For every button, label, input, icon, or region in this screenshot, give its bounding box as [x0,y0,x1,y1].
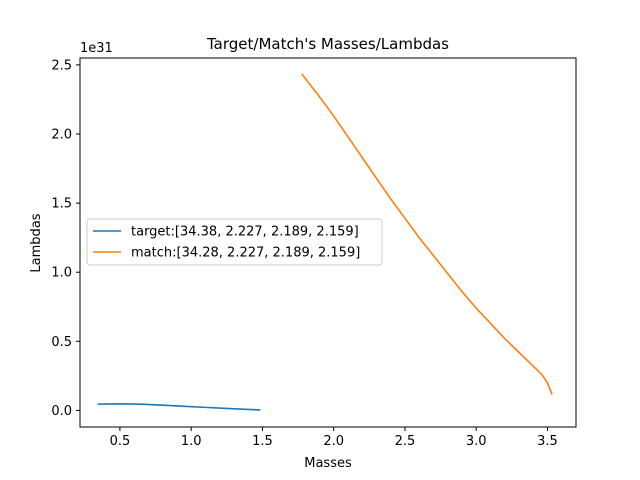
legend-label-1: match:[34.28, 2.227, 2.189, 2.159] [131,246,360,261]
x-tick-label: 3.0 [466,434,487,449]
plot-frame [79,57,577,428]
legend-box [86,218,383,266]
chart-title: Target/Match's Masses/Lambdas [206,35,449,53]
x-tick-label: 0.5 [110,434,131,449]
series-line-1 [301,73,553,395]
y-tick-label: 2.5 [51,58,72,73]
x-tick-label: 3.5 [537,434,558,449]
y-offset-label: 1e31 [80,41,113,56]
y-tick-label: 2.0 [51,128,72,143]
x-tick-label: 2.0 [323,434,344,449]
y-axis-label: Lambdas [29,213,44,272]
x-axis: 0.5 1.0 1.5 2.0 2.5 3.0 3.5 [110,427,558,449]
y-tick-label: 0.5 [51,335,72,350]
y-axis: 0.0 0.5 1.0 1.5 2.0 2.5 [51,58,80,419]
y-tick-label: 0.0 [51,404,72,419]
plot-area [97,73,553,411]
legend-label-0: target:[34.38, 2.227, 2.189, 2.159] [131,225,359,240]
x-tick-label: 1.0 [181,434,202,449]
x-tick-label: 2.5 [395,434,416,449]
x-axis-label: Masses [304,456,352,471]
y-tick-label: 1.5 [51,197,72,212]
legend: target:[34.38, 2.227, 2.189, 2.159] match… [86,218,383,266]
series-line-0 [97,402,261,411]
y-tick-label: 1.0 [51,266,72,281]
x-tick-label: 1.5 [252,434,273,449]
